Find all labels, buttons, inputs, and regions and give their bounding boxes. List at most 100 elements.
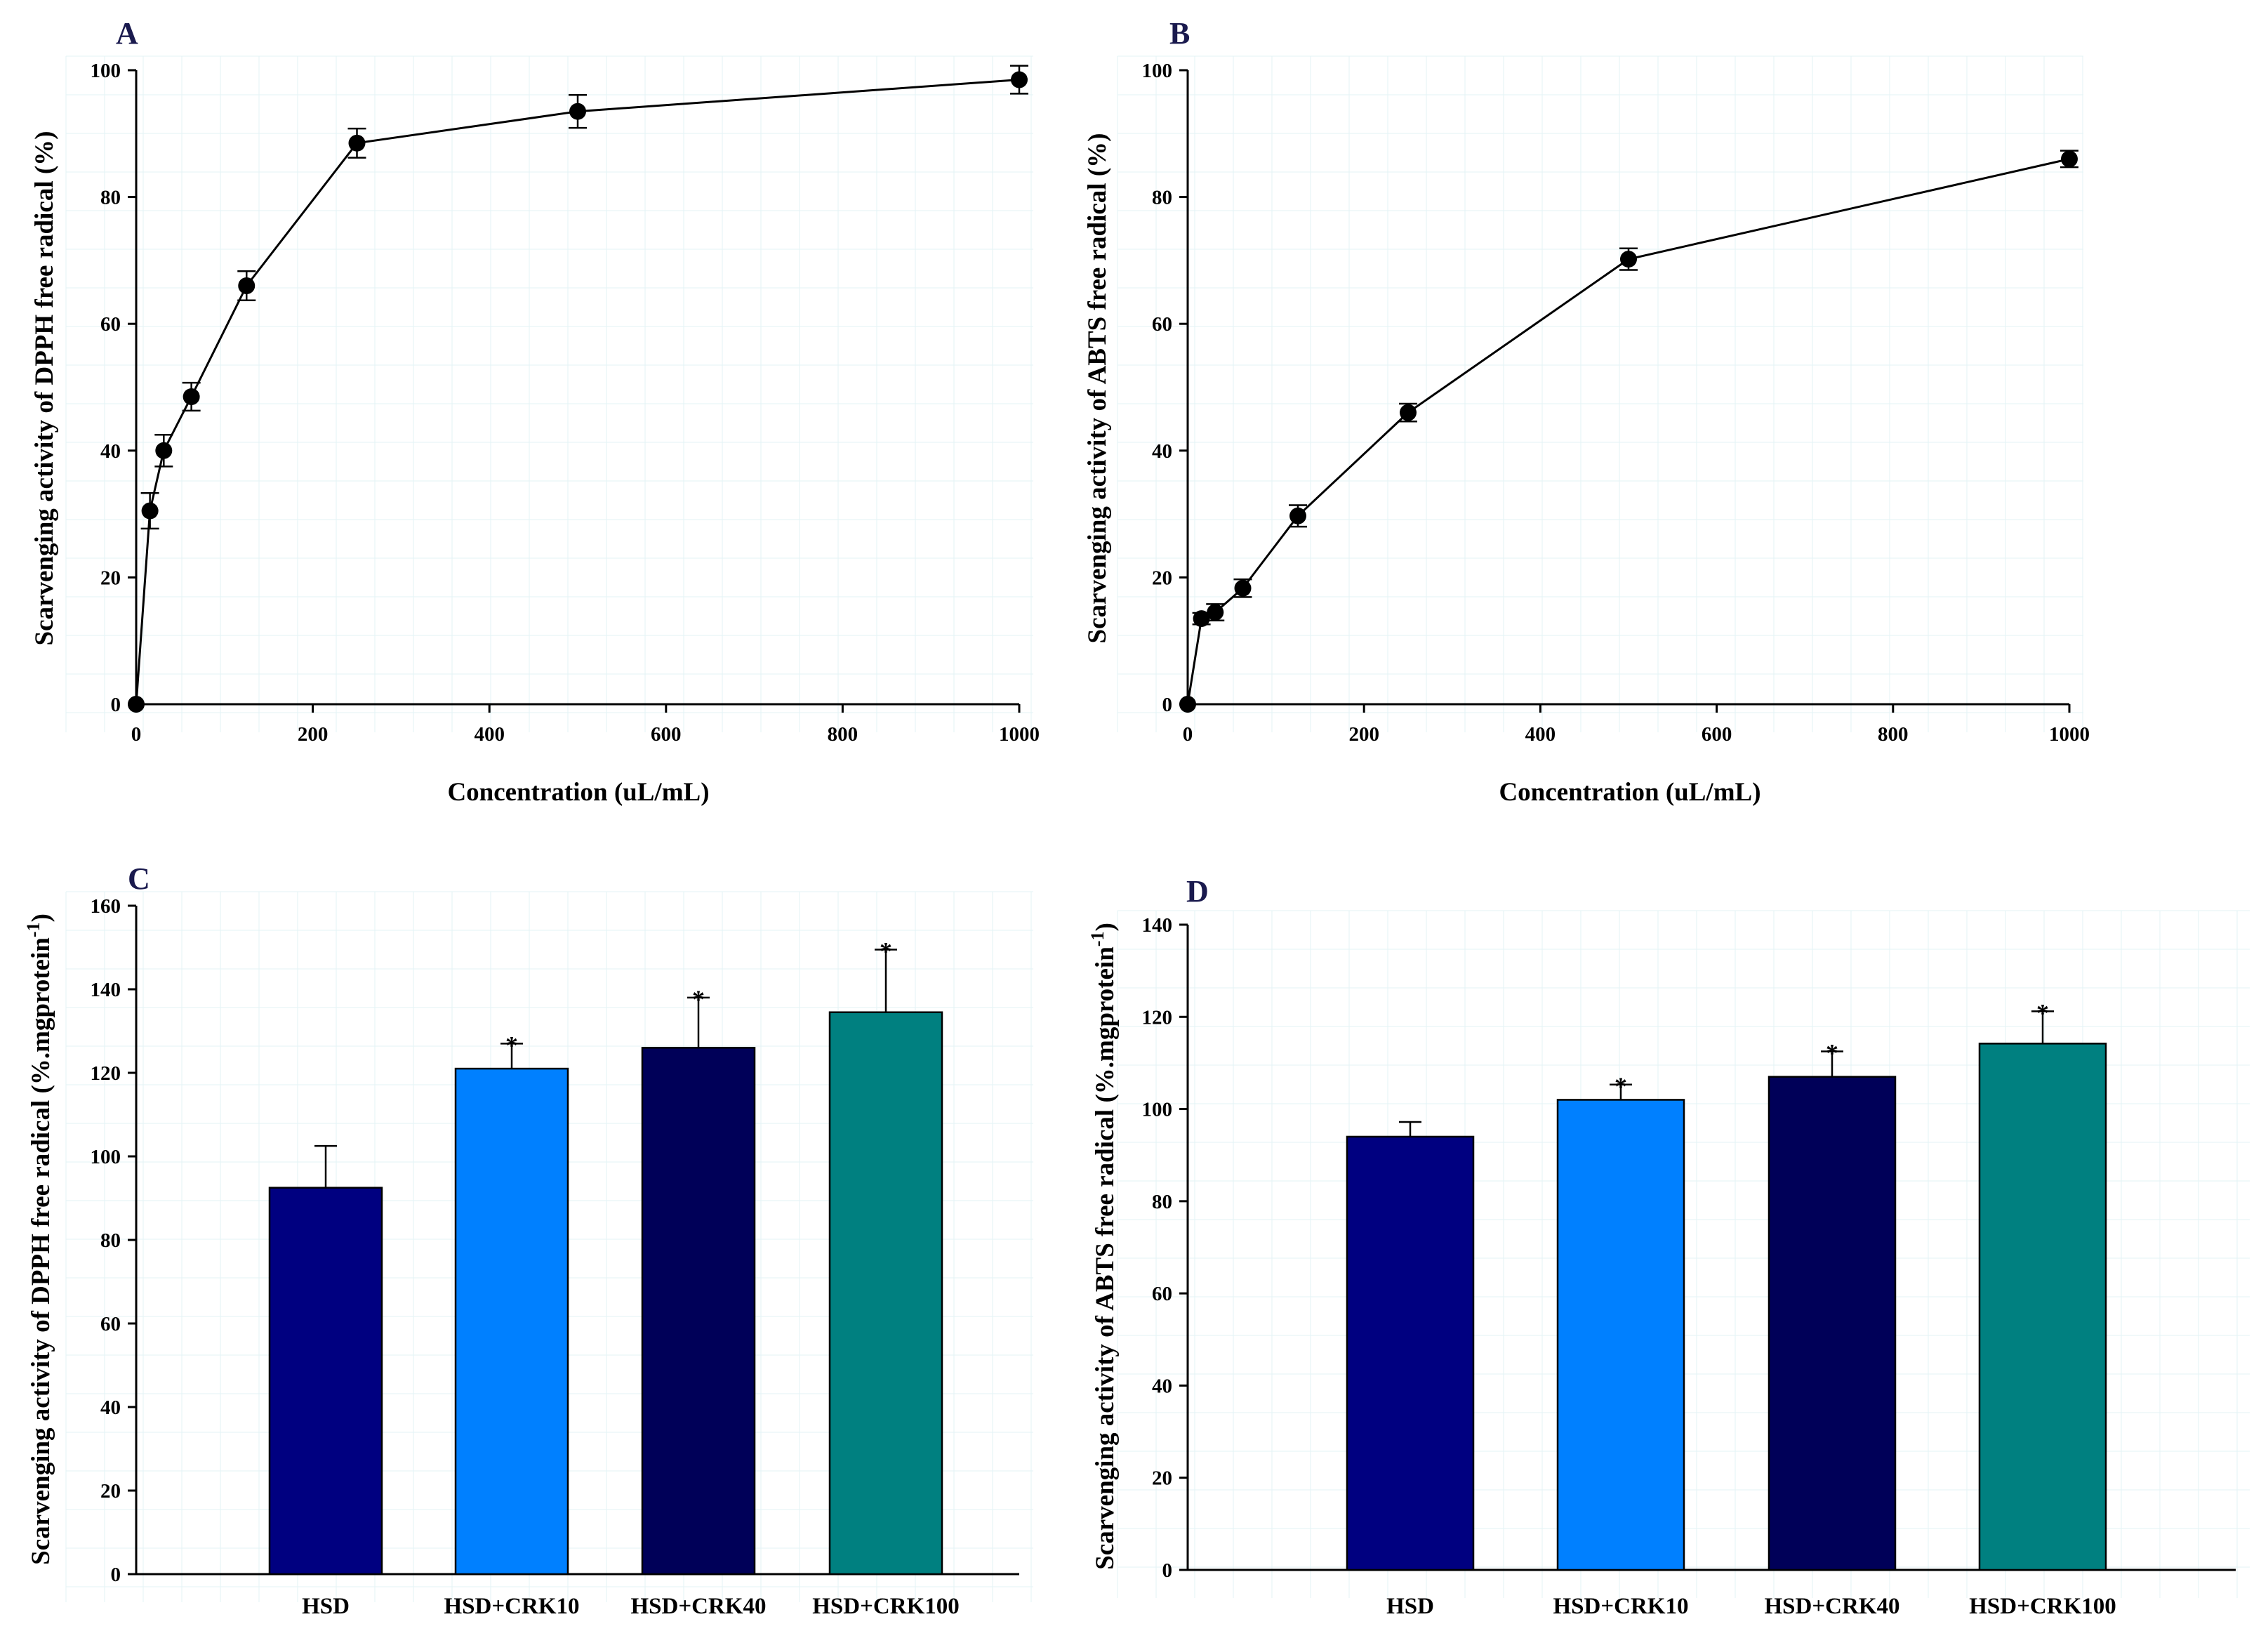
panel-c-y-axis-title: Scarvenging activity of DPPH free radica… (23, 913, 55, 1565)
panel-d-y-tick-label: 140 (1142, 914, 1173, 937)
panel-b-letter: B (1169, 16, 1190, 51)
panel-a-data-point (1011, 71, 1028, 88)
panel-c-y-axis-title-end: ) (27, 913, 55, 922)
panel-b-y-tick-label: 0 (1162, 694, 1173, 716)
panel-d-category-label: HSD+CRK40 (1765, 1594, 1900, 1619)
panel-b-series-line (1186, 157, 2070, 705)
panel-c-y-axis-title-main: Scarvenging activity of DPPH free radica… (27, 937, 55, 1565)
panel-c-significance-star: * (880, 937, 892, 965)
panel-c-y-axis-title-superscript: -1 (23, 923, 44, 938)
panel-a-x-tick-label: 0 (131, 723, 142, 746)
panel-a-background-grid (65, 55, 1033, 732)
panel-c-significance-star: * (505, 1031, 518, 1059)
panel-a-axes (135, 70, 1019, 706)
panel-b-data-point (1193, 610, 1210, 628)
panel-c-category-label: HSD+CRK40 (631, 1594, 767, 1619)
panel-d-y-tick-label: 60 (1152, 1283, 1172, 1305)
panel-d-bar (1978, 1043, 2107, 1571)
panel-b-x-tick-label: 0 (1183, 723, 1193, 746)
panel-c-y-tick-label: 60 (100, 1313, 121, 1335)
panel-d-category-label: HSD+CRK100 (1969, 1594, 2116, 1619)
panel-a-x-tick-label: 600 (651, 723, 682, 746)
panel-a-x-tick-label: 400 (474, 723, 505, 746)
panel-b-x-tick-label: 600 (1702, 723, 1732, 746)
panel-a-data-point (128, 696, 145, 713)
panel-a-y-tick-label: 60 (100, 313, 121, 336)
panel-b-data-point (2061, 150, 2078, 168)
panel-c-bar (268, 1187, 383, 1576)
panel-d-ticks: 0 20 40 60 80 100 120 140 HSD HSD+CRK10 HSD+CRK40 H… (1142, 914, 2116, 1619)
panel-d-y-tick-label: 120 (1142, 1006, 1173, 1029)
panel-c-y-tick-label: 0 (111, 1564, 121, 1586)
panel-b-data-point (1620, 251, 1637, 268)
panel-d-category-label: HSD+CRK10 (1553, 1594, 1689, 1619)
panel-c-y-tick-label: 120 (91, 1062, 121, 1085)
panel-a-series-line (135, 79, 1020, 705)
panel-c-category-label: HSD+CRK100 (812, 1594, 960, 1619)
panel-a-y-tick-label: 20 (100, 567, 121, 589)
panel-d-y-axis-title-main: Scarvenging activity of ABTS free radica… (1091, 946, 1120, 1570)
panel-a-data-point (141, 502, 159, 520)
panel-b-y-tick-label: 20 (1152, 567, 1172, 589)
panel-d-bar (1768, 1076, 1897, 1571)
panel-b-x-tick-label: 400 (1525, 723, 1556, 746)
panel-d-y-tick-label: 100 (1142, 1099, 1173, 1121)
panel-c-y-tick-label: 80 (100, 1229, 121, 1252)
panel-c-y-tick-label: 40 (100, 1396, 121, 1419)
panel-c-y-tick-label: 20 (100, 1480, 121, 1503)
panel-b-data-point (1207, 604, 1224, 621)
panel-a-x-tick-label: 1000 (999, 723, 1040, 746)
panel-b-axes (1186, 70, 2069, 706)
panel-b-x-axis-title: Concentration (uL/mL) (1499, 778, 1760, 807)
panel-b-y-tick-label: 60 (1152, 313, 1172, 336)
panel-c-y-tick-label: 160 (91, 895, 121, 918)
panel-d-y-axis-title-end: ) (1091, 923, 1120, 931)
panel-c-bar (641, 1047, 756, 1576)
panel-a-letter: A (116, 16, 138, 51)
panel-d-letter: D (1186, 874, 1209, 909)
panel-a-data-point (155, 442, 173, 459)
panel-c-ticks: 0 20 40 60 80 100 120 140 160 HSD HSD+CRK10 HSD+CRK… (91, 895, 960, 1619)
panel-c-significance-star: * (692, 985, 705, 1013)
panel-c-y-tick-label: 100 (91, 1146, 121, 1168)
panel-b-x-tick-label: 200 (1348, 723, 1379, 746)
panel-b-x-tick-label: 1000 (2049, 723, 2090, 746)
panel-d-significance-star: * (1614, 1072, 1627, 1100)
panel-a-x-tick-label: 200 (298, 723, 329, 746)
panel-b-data-point (1234, 579, 1252, 597)
panel-b-y-tick-label: 100 (1142, 60, 1173, 82)
panel-c-category-label: HSD+CRK10 (444, 1594, 580, 1619)
panel-b-background-grid (1117, 55, 2083, 732)
panel-c-dpph-bar-chart: C 0 20 40 60 80 100 120 140 160 HSD HSD+CRK10 HSD+C… (23, 861, 1033, 1619)
panel-d-category-label: HSD (1386, 1594, 1434, 1619)
panel-a-x-tick-label: 800 (828, 723, 858, 746)
panel-a-marks (128, 65, 1028, 713)
panel-a-y-axis-title: Scarvenging activity of DPPH free radica… (30, 131, 59, 646)
panel-d-significance-star: * (1826, 1039, 1838, 1067)
panel-c-bar (828, 1011, 943, 1576)
panel-a-y-tick-label: 0 (111, 694, 121, 716)
panel-a-data-point (348, 134, 366, 152)
panel-a-data-point (238, 277, 256, 295)
panel-d-y-axis-title: Scarvenging activity of ABTS free radica… (1087, 923, 1120, 1570)
panel-d-y-tick-label: 20 (1152, 1467, 1172, 1490)
panel-c-marks: * * * (268, 937, 943, 1576)
panel-c-category-label: HSD (302, 1594, 350, 1619)
panel-d-y-tick-label: 80 (1152, 1191, 1172, 1213)
panel-d-significance-star: * (2036, 998, 2049, 1026)
panel-b-x-tick-label: 800 (1878, 723, 1909, 746)
panel-b-data-point (1400, 404, 1417, 421)
panel-d-marks: * * * (1346, 998, 2107, 1571)
panel-b-data-point (1289, 507, 1306, 524)
panel-b-y-axis-title: Scarvenging activity of ABTS free radica… (1083, 133, 1112, 644)
panel-b-y-tick-label: 80 (1152, 187, 1172, 209)
panel-b-data-point (1179, 696, 1196, 713)
panel-a-data-point (569, 103, 586, 120)
panel-c-bar (454, 1067, 569, 1576)
panel-d-y-tick-label: 0 (1162, 1559, 1173, 1582)
panel-d-y-axis-title-superscript: -1 (1087, 932, 1108, 947)
